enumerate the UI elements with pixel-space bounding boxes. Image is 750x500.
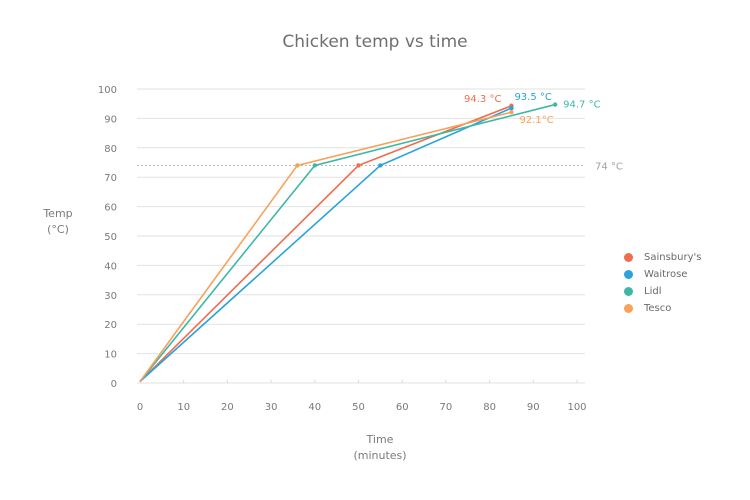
y-axis-label: Temp (°C) xyxy=(28,206,88,238)
data-point xyxy=(295,163,300,168)
y-tick-label: 80 xyxy=(104,144,117,155)
y-tick-label: 10 xyxy=(104,350,117,361)
legend-label: Lidl xyxy=(644,286,662,297)
end-value-label: 94.7 °C xyxy=(563,100,600,111)
reference-line-label: 74 °C xyxy=(595,161,623,172)
series-line xyxy=(139,107,512,383)
data-point xyxy=(509,105,514,111)
y-tick-label: 0 xyxy=(111,379,117,390)
data-point xyxy=(552,102,558,107)
x-tick-label: 50 xyxy=(352,402,365,413)
legend-item: Lidl xyxy=(624,283,701,300)
y-axis-label-line2: (°C) xyxy=(47,223,69,236)
legend-label: Sainsbury's xyxy=(644,252,702,263)
x-tick-label: 100 xyxy=(567,402,586,413)
x-axis-label: Time (minutes) xyxy=(320,432,440,464)
y-tick-label: 60 xyxy=(104,203,117,214)
legend-label: Tesco xyxy=(644,303,672,314)
x-tick-label: 90 xyxy=(527,402,540,413)
x-tick-label: 60 xyxy=(396,402,409,413)
series-line xyxy=(139,111,512,383)
end-value-label: 94.3 °C xyxy=(464,94,501,105)
legend-item: Sainsbury's xyxy=(624,249,701,266)
legend-dot-icon xyxy=(624,270,633,279)
legend: Sainsbury's Waitrose Lidl Tesco xyxy=(624,249,701,317)
data-point xyxy=(356,163,361,168)
data-point xyxy=(509,110,514,115)
y-tick-label: 50 xyxy=(104,232,117,243)
legend-label: Waitrose xyxy=(644,269,688,280)
series-line xyxy=(139,103,556,383)
legend-dot-icon xyxy=(624,304,633,313)
legend-item: Waitrose xyxy=(624,266,701,283)
y-axis-label-line1: Temp xyxy=(43,207,73,220)
data-point xyxy=(378,163,383,168)
x-tick-label: 70 xyxy=(440,402,453,413)
x-tick-label: 0 xyxy=(137,402,143,413)
legend-item: Tesco xyxy=(624,300,701,317)
y-tick-label: 100 xyxy=(98,85,117,96)
y-tick-label: 70 xyxy=(104,173,117,184)
end-value-label: 92.1°C xyxy=(519,115,553,126)
x-tick-label: 80 xyxy=(483,402,496,413)
end-value-label: 93.5 °C xyxy=(514,92,551,103)
data-point xyxy=(312,163,317,168)
x-axis-label-line2: (minutes) xyxy=(353,449,407,462)
x-tick-label: 30 xyxy=(265,402,278,413)
legend-dot-icon xyxy=(624,253,633,262)
legend-dot-icon xyxy=(624,287,633,296)
series-line xyxy=(139,105,512,383)
y-tick-label: 30 xyxy=(104,291,117,302)
y-tick-label: 20 xyxy=(104,320,117,331)
x-axis-label-line1: Time xyxy=(366,433,394,446)
x-tick-label: 40 xyxy=(308,402,321,413)
chart-title: Chicken temp vs time xyxy=(282,32,468,52)
x-tick-label: 10 xyxy=(177,402,190,413)
y-tick-label: 40 xyxy=(104,261,117,272)
y-tick-label: 90 xyxy=(104,114,117,125)
x-tick-label: 20 xyxy=(221,402,234,413)
